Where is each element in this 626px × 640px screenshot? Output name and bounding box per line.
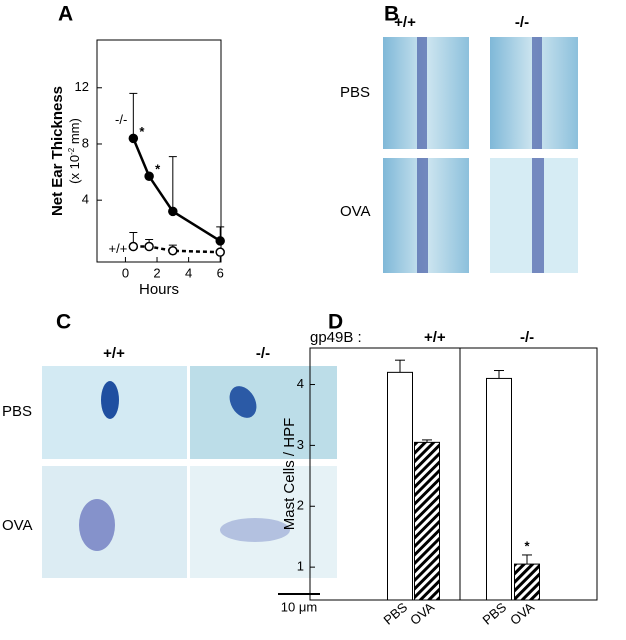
y-axis-label: Mast Cells / HPF [281, 418, 298, 531]
histology-c: +/+ -/- PBS OVA 10 μm [2, 345, 337, 614]
data-point [144, 171, 154, 182]
data-point [144, 241, 154, 252]
y-tick-label: 2 [297, 498, 304, 513]
panel-label: D [328, 311, 343, 334]
mast-cell [229, 386, 257, 418]
column-label: +/+ [394, 14, 416, 31]
scale-bar-label: 10 μm [281, 599, 317, 614]
data-point [215, 247, 225, 257]
histology-b: +/+ -/- PBS OVA [340, 14, 578, 273]
row-label: PBS [340, 84, 370, 101]
data-point [215, 236, 225, 246]
series-label: -/- [115, 112, 127, 127]
bar [387, 371, 413, 601]
y-axis-unit-part: -2 [67, 147, 76, 155]
data-point [128, 241, 139, 252]
significance-mark: * [139, 124, 145, 139]
micrograph [190, 366, 337, 459]
x-tick-label: 0 [122, 265, 129, 280]
y-tick-label: 4 [297, 376, 304, 391]
x-tick-label: OVA [407, 599, 437, 628]
bar [514, 563, 540, 601]
significance-mark: * [524, 538, 530, 553]
degranulated-cell [220, 518, 290, 542]
y-axis-unit-part: (x 10 [67, 155, 82, 184]
group-title: gp49B : [310, 329, 362, 346]
panel-label: A [58, 3, 73, 26]
y-tick-label: 4 [82, 192, 89, 207]
cartilage [417, 158, 428, 273]
degranulated-cell [79, 499, 115, 551]
column-label: -/- [515, 14, 529, 31]
column-label: -/- [256, 345, 270, 362]
cartilage [532, 158, 544, 273]
x-tick-label: 6 [217, 265, 224, 280]
bar [414, 441, 440, 601]
y-tick-label: 3 [297, 437, 304, 452]
x-tick-label: 4 [185, 265, 192, 280]
x-tick-label: PBS [480, 599, 510, 627]
series-line [132, 137, 221, 242]
data-point [128, 133, 139, 144]
x-tick-label: PBS [381, 599, 411, 627]
y-axis-label: Net Ear Thickness [49, 86, 66, 216]
y-tick-label: 1 [297, 559, 304, 574]
y-tick-label: 12 [75, 79, 89, 94]
row-label: OVA [340, 203, 371, 220]
y-axis-unit-part: mm) [67, 118, 82, 148]
column-label: +/+ [103, 345, 125, 362]
panel-label: B [384, 3, 399, 26]
row-label: PBS [2, 403, 32, 420]
significance-mark: * [155, 162, 161, 177]
plot-frame [96, 39, 222, 263]
group-label: -/- [520, 329, 534, 346]
data-point [168, 246, 178, 256]
series-line [133, 245, 221, 254]
cartilage [532, 37, 542, 149]
micrograph [190, 466, 337, 578]
bar [486, 377, 512, 601]
series-label: +/+ [109, 241, 128, 256]
data-point [168, 206, 178, 217]
row-label: OVA [2, 517, 33, 534]
y-tick-label: 8 [82, 135, 89, 150]
mast-cell [101, 381, 119, 419]
plot-frame [309, 347, 598, 601]
group-label: +/+ [424, 329, 446, 346]
x-tick-label: 2 [153, 265, 160, 280]
y-axis-unit: (x 10-2 mm) [67, 118, 83, 184]
x-axis-label: Hours [139, 281, 179, 298]
cartilage [417, 37, 427, 149]
x-tick-label: OVA [507, 599, 537, 628]
panel-label: C [56, 311, 71, 334]
